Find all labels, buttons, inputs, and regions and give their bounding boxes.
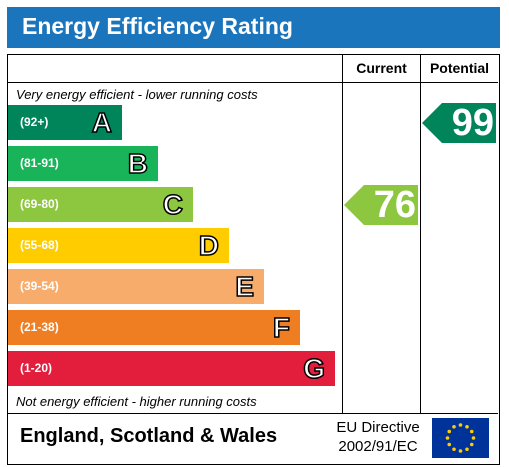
header-divider xyxy=(7,82,498,83)
current-rating-value: 76 xyxy=(373,183,416,226)
eu-star xyxy=(452,424,456,429)
potential-arrow-shape xyxy=(422,102,496,143)
band-range-g: (1-20) xyxy=(20,361,53,375)
bottom-note: Not energy efficient - higher running co… xyxy=(16,394,257,409)
band-d: (55-68) D xyxy=(8,228,229,263)
band-e: (39-54) E xyxy=(8,269,264,304)
band-letter-e: E xyxy=(235,270,255,303)
eu-star xyxy=(465,447,469,452)
band-range-d: (55-68) xyxy=(20,238,59,252)
band-f: (21-38) F xyxy=(8,310,300,345)
band-b: (81-91) B xyxy=(8,146,158,181)
band-letter-g: G xyxy=(302,352,325,385)
eu-star xyxy=(452,447,456,452)
band-letter-b: B xyxy=(127,147,149,180)
eu-star xyxy=(447,429,452,434)
eu-star xyxy=(469,429,474,434)
eu-star xyxy=(471,436,476,440)
band-range-a: (92+) xyxy=(20,115,49,129)
potential-column-header: Potential xyxy=(429,60,490,76)
title-bar: Energy Efficiency Rating xyxy=(7,7,500,48)
footer-divider xyxy=(7,413,498,414)
potential-column-divider xyxy=(420,54,421,413)
eu-directive-line2: 2002/91/EC xyxy=(338,438,418,455)
band-range-b: (81-91) xyxy=(20,156,59,170)
eu-star xyxy=(458,449,463,453)
band-g: (1-20) G xyxy=(8,351,335,386)
current-column-divider xyxy=(342,54,343,413)
band-letter-d: D xyxy=(198,229,220,262)
band-c: (69-80) C xyxy=(8,187,193,222)
band-letter-f: F xyxy=(272,311,291,344)
region-label: England, Scotland & Wales xyxy=(20,425,278,447)
eu-star xyxy=(445,436,450,440)
eu-star xyxy=(469,442,474,447)
eu-star xyxy=(447,442,452,447)
potential-rating-value: 99 xyxy=(451,101,494,144)
band-a: (92+) A xyxy=(8,105,122,140)
band-range-f: (21-38) xyxy=(20,320,59,334)
band-range-e: (39-54) xyxy=(20,279,59,293)
band-letter-a: A xyxy=(91,106,113,139)
potential-rating-arrow: 99 xyxy=(422,101,496,144)
current-rating-arrow: 76 xyxy=(344,183,418,226)
band-range-c: (69-80) xyxy=(20,197,59,211)
eu-star xyxy=(465,424,469,429)
eu-directive-line1: EU Directive xyxy=(336,419,420,436)
rating-frame xyxy=(7,54,500,465)
eu-star xyxy=(458,423,463,427)
top-note: Very energy efficient - lower running co… xyxy=(16,87,258,102)
band-letter-c: C xyxy=(162,188,184,221)
current-arrow-shape xyxy=(344,184,418,225)
current-column-header: Current xyxy=(356,60,407,76)
chart-title: Energy Efficiency Rating xyxy=(22,13,293,39)
eu-flag-icon xyxy=(432,418,489,458)
